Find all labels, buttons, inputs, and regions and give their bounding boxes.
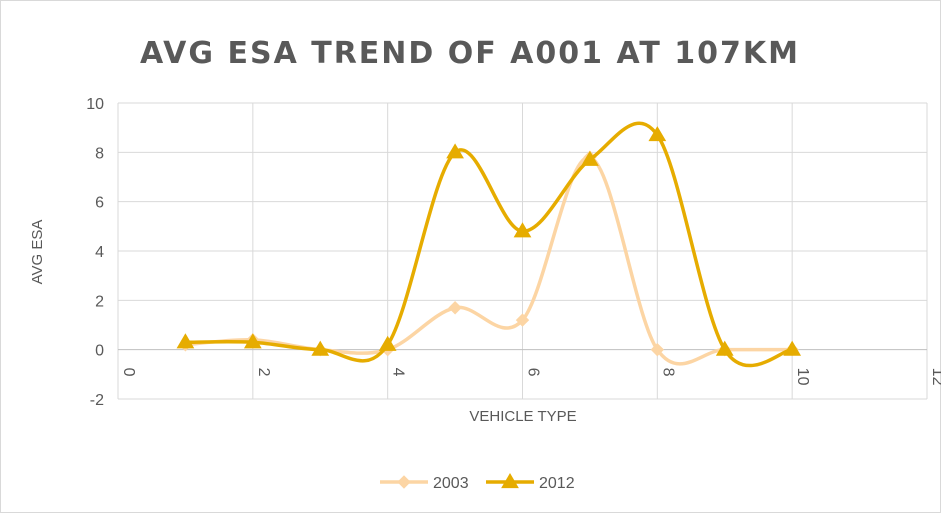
y-tick-label: 0 <box>95 343 104 360</box>
y-tick-label: 6 <box>95 195 104 212</box>
x-tick-label: 12 <box>929 368 941 386</box>
legend-item-2012: 2012 <box>486 473 575 492</box>
y-tick-label: -2 <box>90 392 104 409</box>
x-axis-title: VEHICLE TYPE <box>469 408 576 425</box>
data-point-2012 <box>378 335 397 351</box>
legend-swatch-marker <box>397 475 411 489</box>
y-tick-label: 2 <box>95 293 104 310</box>
data-point-2012 <box>243 333 262 349</box>
x-tick-label: 0 <box>120 368 137 377</box>
data-point-2012 <box>581 150 599 166</box>
data-point-2012 <box>715 340 734 356</box>
x-tick-label: 8 <box>659 368 676 377</box>
data-point-2003 <box>448 301 462 315</box>
data-point-2012 <box>783 340 802 356</box>
chart-title: AVG ESA TREND OF A001 AT 107KM <box>140 36 800 71</box>
legend-label: 2003 <box>433 475 469 492</box>
data-point-2012 <box>176 333 195 349</box>
legend-label: 2012 <box>539 475 575 492</box>
series <box>176 121 802 368</box>
y-axis-title: AVG ESA <box>29 220 46 285</box>
x-tick-label: 10 <box>794 368 811 386</box>
legend-item-2003: 2003 <box>380 475 469 492</box>
data-point-2012 <box>311 340 330 356</box>
data-point-2003 <box>650 342 665 357</box>
legend-swatch-marker <box>501 473 519 489</box>
axes: -2 0 2 4 6 8 10 0 2 4 6 8 10 12 <box>86 96 941 409</box>
y-tick-label: 4 <box>95 244 104 261</box>
x-tick-label: 6 <box>525 368 542 377</box>
data-point-2012 <box>446 143 464 159</box>
data-point-2012 <box>648 126 667 142</box>
series-2012 <box>176 121 802 368</box>
x-tick-label: 4 <box>390 368 407 377</box>
data-point-2012 <box>513 222 532 238</box>
y-tick-label: 8 <box>95 145 104 162</box>
data-point-2003 <box>515 313 530 327</box>
y-tick-label: 10 <box>86 96 104 113</box>
x-tick-label: 2 <box>255 368 272 377</box>
legend: 2003 2012 <box>380 473 575 492</box>
